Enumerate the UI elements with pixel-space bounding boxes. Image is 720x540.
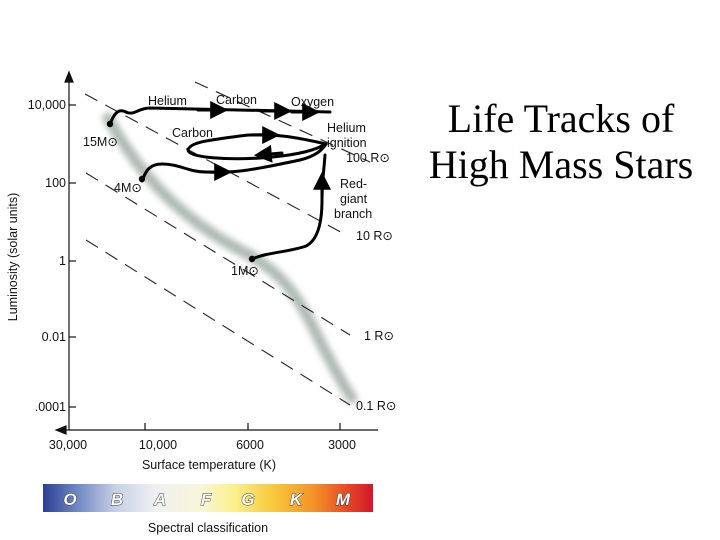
track-1msun	[250, 153, 327, 261]
radius-label: 1 R⊙	[364, 329, 394, 343]
y-tick-label: 0.01	[42, 330, 66, 344]
radius-label: 10 R⊙	[356, 229, 393, 243]
spectral-class-label: M	[336, 490, 351, 509]
radius-line-10	[85, 172, 351, 336]
label-red-giant-branch: branch	[334, 207, 372, 221]
y-tick-label: 10,000	[28, 98, 66, 112]
radius-line-100	[84, 93, 349, 237]
star-dot-4msun	[138, 175, 146, 183]
label-helium: Helium	[148, 94, 187, 108]
track-15msun	[108, 106, 332, 126]
main-sequence-band	[102, 112, 358, 404]
label-red-giant-branch: giant	[340, 192, 368, 206]
spectral-class-label: G	[241, 490, 254, 509]
slide-title: Life Tracks of High Mass Stars	[405, 96, 717, 188]
label-carbon-top: Carbon	[216, 93, 257, 107]
spectral-classification-title: Spectral classification	[148, 521, 268, 535]
slide-title-line-1: Life Tracks of	[447, 96, 675, 141]
spectral-bar: O B A F G K M	[43, 484, 373, 512]
spectral-class-label: K	[290, 490, 304, 509]
y-tick-label: .0001	[35, 400, 66, 414]
x-tick-label: 3000	[328, 438, 356, 452]
star-dot-1msun	[248, 255, 256, 263]
y-axis-title: Luminosity (solar units)	[6, 193, 20, 322]
x-tick-label: 6000	[236, 438, 264, 452]
evolution-tracks	[108, 101, 332, 261]
radius-line-1000	[194, 81, 371, 163]
spectral-class-label: F	[201, 490, 212, 509]
y-axis-arrow	[64, 70, 74, 83]
star-label-4msun: 4M⊙	[114, 181, 142, 195]
slide-title-line-2: High Mass Stars	[428, 142, 694, 187]
hr-diagram: 10,000 100 1 0.01 .0001 Luminosity (sola…	[6, 70, 396, 535]
label-oxygen: Oxygen	[291, 95, 334, 109]
star-label-15msun: 15M⊙	[83, 135, 118, 149]
label-carbon-inner: Carbon	[172, 126, 213, 140]
y-tick-label: 100	[45, 176, 66, 190]
axes	[54, 70, 378, 435]
track-4msun-arrow	[253, 144, 284, 163]
radius-line-1	[85, 239, 351, 406]
star-label-1msun: 1M⊙	[231, 264, 259, 278]
label-red-giant-branch: Red-	[340, 177, 367, 191]
spectral-class-label: A	[153, 490, 166, 509]
x-axis-title: Surface temperature (K)	[142, 458, 276, 472]
radius-label: 100 R⊙	[346, 151, 390, 165]
label-helium-ignition: Helium	[327, 121, 366, 135]
spectral-class-label: O	[63, 490, 76, 509]
radius-label: 0.1 R⊙	[356, 399, 396, 413]
x-tick-label: 30,000	[49, 438, 87, 452]
star-dot-15msun	[106, 120, 114, 128]
label-helium-ignition: ignition	[327, 136, 367, 150]
spectral-class-label: B	[111, 490, 123, 509]
spectral-gradient	[43, 484, 373, 512]
track-4msun	[140, 133, 328, 183]
y-tick-label: 1	[59, 254, 66, 268]
x-tick-label: 10,000	[139, 438, 177, 452]
